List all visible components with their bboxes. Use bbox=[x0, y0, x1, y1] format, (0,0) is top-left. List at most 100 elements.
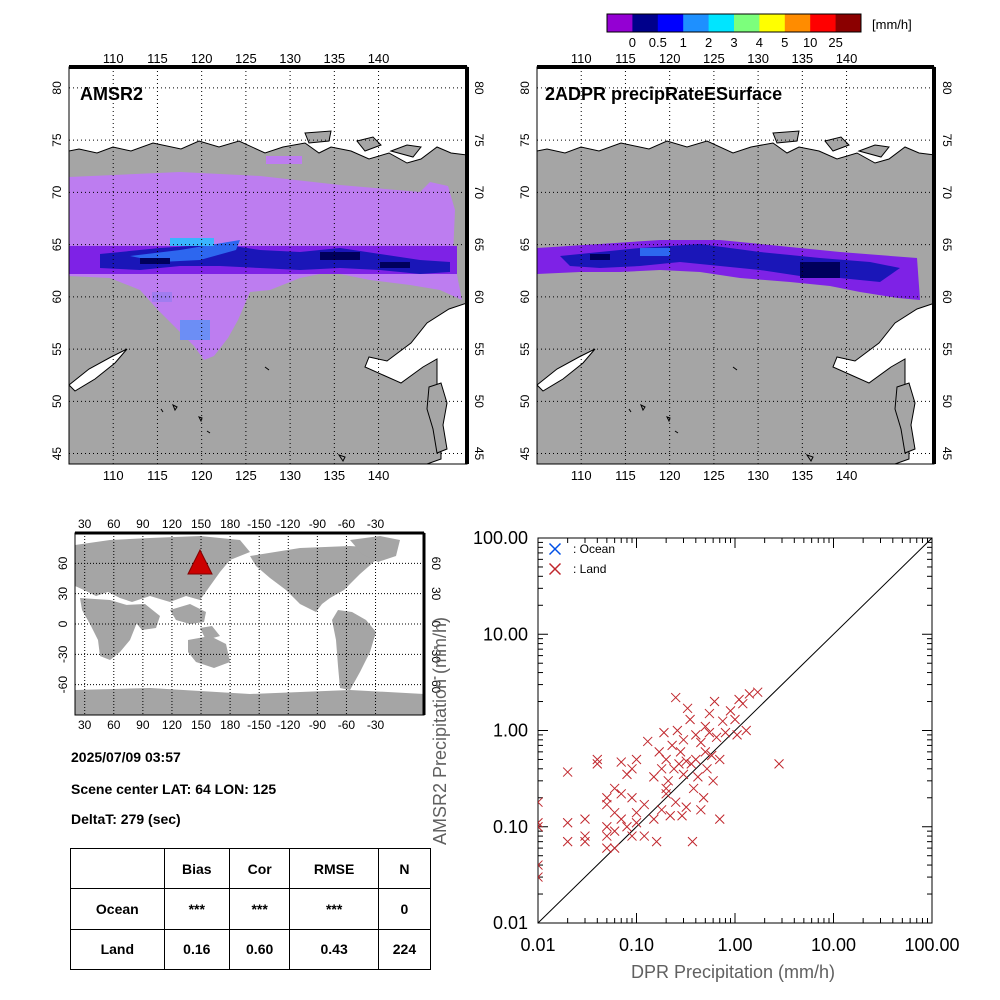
world-locator-map: 30 30 60 60 90 90 120 120 150 150 180 180 -150 -150 -1… bbox=[56, 517, 443, 732]
scatter-point bbox=[538, 817, 543, 828]
stats-row-land: Land 0.16 0.60 0.43 224 bbox=[70, 928, 432, 971]
deltat-text: DeltaT: 279 (sec) bbox=[71, 811, 181, 827]
map-lat-label: 45 bbox=[518, 447, 532, 461]
world-lat-label: 0 bbox=[429, 621, 443, 628]
scatter-point bbox=[538, 821, 543, 832]
scatter-point bbox=[592, 759, 603, 769]
scatter-point bbox=[678, 734, 689, 745]
colorbar-label: 4 bbox=[756, 35, 763, 50]
world-lat-label: -30 bbox=[429, 646, 443, 664]
scatter-x-tick-label: 10.00 bbox=[811, 935, 856, 955]
world-lon-label: 150 bbox=[191, 718, 211, 732]
scatter-point bbox=[663, 775, 674, 786]
dpr-title: 2ADPR precipRateESurface bbox=[545, 84, 782, 104]
map-lon-label: 120 bbox=[659, 51, 681, 66]
colorbar-label: 1 bbox=[680, 35, 687, 50]
scatter-point bbox=[609, 843, 620, 853]
scatter-point bbox=[538, 860, 543, 870]
scatter-point bbox=[661, 754, 672, 765]
dpr-precip-field bbox=[537, 240, 920, 300]
world-lat-label: 0 bbox=[56, 620, 70, 627]
scatter-point bbox=[720, 727, 731, 738]
world-lon-label: 120 bbox=[162, 517, 182, 531]
scatter-point bbox=[725, 705, 736, 716]
map-lon-label: 115 bbox=[147, 468, 168, 483]
scatter-point bbox=[717, 716, 728, 727]
one-to-one-line bbox=[537, 537, 933, 924]
scatter-point bbox=[609, 826, 620, 837]
map-lat-label: 70 bbox=[50, 185, 64, 199]
scatter-x-label: DPR Precipitation (mm/h) bbox=[631, 962, 835, 982]
map-lat-label: 70 bbox=[940, 186, 954, 200]
map-lat-label: 80 bbox=[518, 81, 532, 95]
scatter-x-tick-label: 100.00 bbox=[904, 935, 959, 955]
map-lon-label: 125 bbox=[235, 51, 257, 66]
scatter-point bbox=[706, 750, 717, 761]
map-lon-label: 125 bbox=[235, 468, 257, 483]
world-lon-label: 60 bbox=[107, 517, 121, 531]
map-lon-label: 130 bbox=[747, 468, 769, 483]
world-lon-label: 180 bbox=[220, 718, 240, 732]
colorbar-swatch bbox=[657, 14, 684, 32]
map-lat-label: 55 bbox=[50, 342, 64, 356]
scatter-point bbox=[688, 783, 699, 794]
scatter-y-tick-label: 0.10 bbox=[493, 817, 528, 837]
map-lat-label: 80 bbox=[50, 81, 64, 95]
scatter-point bbox=[592, 754, 603, 765]
stats-header-row: Bias Cor RMSE N bbox=[70, 847, 432, 890]
map-lat-label: 75 bbox=[472, 133, 486, 147]
map-lat-label: 55 bbox=[472, 342, 486, 356]
map-lon-label: 135 bbox=[791, 51, 813, 66]
world-lon-label: -90 bbox=[309, 718, 327, 732]
scatter-point bbox=[648, 814, 659, 824]
scatter-point bbox=[631, 807, 642, 818]
map-lat-label: 80 bbox=[940, 81, 954, 95]
world-lon-label: 180 bbox=[220, 517, 240, 531]
scatter-point bbox=[741, 725, 752, 736]
map-lat-label: 60 bbox=[518, 290, 532, 304]
world-lon-label: 60 bbox=[107, 718, 121, 732]
stats-cell: *** bbox=[163, 888, 230, 930]
datetime-text: 2025/07/09 03:57 bbox=[71, 749, 181, 765]
scatter-point bbox=[562, 817, 573, 828]
world-lon-label: 120 bbox=[162, 718, 182, 732]
scatter-point bbox=[627, 831, 637, 841]
scatter-point bbox=[702, 763, 712, 774]
map-lon-label: 120 bbox=[659, 468, 681, 483]
scatter-point bbox=[711, 732, 722, 743]
scatter-point bbox=[656, 804, 667, 815]
scatter-point bbox=[744, 689, 755, 699]
map-lat-label: 65 bbox=[518, 238, 532, 252]
map-lon-label: 125 bbox=[703, 51, 725, 66]
world-lon-label: -150 bbox=[247, 718, 271, 732]
scatter-point bbox=[670, 797, 681, 808]
world-lon-label: 30 bbox=[78, 718, 92, 732]
scatter-point bbox=[732, 730, 742, 740]
scatter-point bbox=[627, 763, 637, 774]
scatter-point bbox=[580, 836, 590, 847]
map-lat-label: 60 bbox=[50, 290, 64, 304]
world-lon-label: -150 bbox=[247, 517, 271, 531]
scatter-point bbox=[601, 843, 612, 853]
scatter-point bbox=[538, 872, 543, 882]
colorbar-swatch bbox=[607, 14, 633, 32]
map-lat-label: 45 bbox=[50, 447, 64, 461]
scatter-point bbox=[681, 802, 692, 812]
scatter-point bbox=[656, 763, 667, 774]
colorbar-swatch bbox=[632, 14, 659, 32]
map-lon-label: 140 bbox=[836, 468, 858, 483]
scatter-point bbox=[616, 814, 627, 824]
scatter-point bbox=[580, 814, 590, 824]
colorbar-label: 25 bbox=[828, 35, 842, 50]
scatter-y-tick-label: 0.01 bbox=[493, 913, 528, 933]
legend-marker bbox=[548, 542, 562, 556]
map-lon-label: 110 bbox=[571, 51, 592, 66]
stats-row-ocean: Ocean *** *** *** 0 bbox=[70, 888, 432, 930]
map-lon-label: 115 bbox=[615, 51, 636, 66]
scatter-point bbox=[687, 836, 698, 847]
scatter-point bbox=[601, 831, 612, 841]
world-lon-label: -120 bbox=[276, 718, 300, 732]
map-lon-label: 140 bbox=[836, 51, 858, 66]
scatter-y-tick-label: 10.00 bbox=[483, 624, 528, 644]
map-lon-label: 140 bbox=[368, 468, 390, 483]
